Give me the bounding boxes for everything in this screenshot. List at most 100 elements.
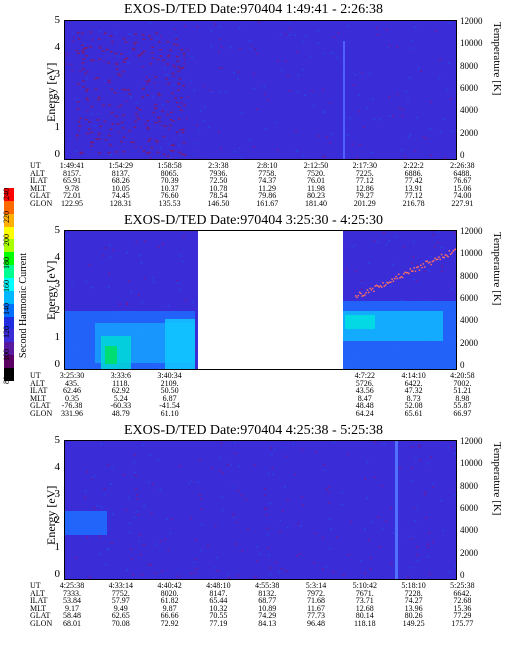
table-cell: 9.49 xyxy=(113,603,128,613)
table-cell: 11.67 xyxy=(307,603,325,613)
table-cell: 61.10 xyxy=(160,409,179,418)
y-axis-label-right: Temperature [K] xyxy=(491,232,503,306)
table-cell: -76.38 xyxy=(61,401,83,411)
table-cell: 64.24 xyxy=(355,409,374,418)
y2-tick-label: 4000 xyxy=(460,105,478,116)
colorbar-tick-label: 180 xyxy=(2,257,11,269)
table-cell: 47.32 xyxy=(404,386,423,396)
colorbar-tick-label: 100 xyxy=(2,349,11,361)
table-cell: 7671. xyxy=(355,588,374,598)
table-cell: 10.37 xyxy=(160,183,179,193)
row-label: GLAT xyxy=(30,611,51,621)
table-cell: -41.54 xyxy=(159,401,180,411)
orbit-table: UT 3:25:30 3:33:6 3:40:34 4:7:22 4:14:10 4:20:… xyxy=(30,372,500,422)
colorbar-segment xyxy=(4,200,14,214)
y-tick-label: 4 xyxy=(54,250,61,263)
table-cell: 8.98 xyxy=(455,393,470,403)
y2-tick-label: 8000 xyxy=(460,480,478,491)
table-cell: 61.82 xyxy=(160,596,179,606)
table-cell: 4:40:42 xyxy=(157,581,182,590)
panel-title: EXOS-D/TED Date:970404 1:49:41 - 2:26:38 xyxy=(124,2,383,17)
table-cell: 5:3:14 xyxy=(305,581,327,590)
y-tick-label: 0 xyxy=(54,568,61,580)
table-cell: 68.77 xyxy=(258,596,277,606)
table-cell: 74.00 xyxy=(453,191,472,201)
table-cell: 76.67 xyxy=(453,176,472,186)
y2-tick-label: 6000 xyxy=(460,293,478,303)
table-cell: 15.36 xyxy=(453,603,472,613)
row-label: UT xyxy=(30,371,41,380)
table-cell: 8157. xyxy=(63,168,81,178)
table-cell: 128.31 xyxy=(109,199,132,208)
colorbar-segment xyxy=(4,188,14,201)
table-cell: 2:22:2 xyxy=(403,161,424,170)
y2-tick-label: 12000 xyxy=(460,436,483,446)
table-cell: 77.29 xyxy=(453,611,472,621)
y-tick-label: 3 xyxy=(54,277,61,290)
table-cell: 68.26 xyxy=(111,176,130,186)
table-cell: 76.01 xyxy=(307,176,325,186)
table-cell: 11.29 xyxy=(258,183,277,193)
table-cell: 435. xyxy=(65,378,79,388)
table-cell: 6422. xyxy=(404,378,423,388)
table-cell: 65.44 xyxy=(209,596,228,606)
table-cell: 43.56 xyxy=(355,386,374,396)
table-cell: 4:55:38 xyxy=(254,581,280,590)
table-cell: 3:33:6 xyxy=(110,371,132,380)
row-label: GLAT xyxy=(30,191,51,201)
table-cell: 12.68 xyxy=(355,603,374,613)
table-cell: 2:3:38 xyxy=(208,161,229,170)
table-cell: 79.27 xyxy=(355,191,374,201)
y2-tick-label: 10000 xyxy=(460,38,483,49)
table-cell: 55.87 xyxy=(453,401,472,411)
table-cell: 2:12:50 xyxy=(303,161,329,170)
table-cell: 62.92 xyxy=(111,386,130,396)
table-cell: 66.66 xyxy=(160,611,179,621)
orbit-table: UT 4:25:38 4:33:14 4:40:42 4:48:10 4:55:38 5:3… xyxy=(30,582,500,642)
row-label: ALT xyxy=(30,588,45,598)
table-cell: 149.25 xyxy=(402,619,425,628)
table-cell: 77.12 xyxy=(355,176,374,186)
y2-tick-label: 4000 xyxy=(460,525,478,536)
colorbar-label: Second Harmonic Current xyxy=(18,253,29,358)
y-tick-label: 3 xyxy=(54,67,61,80)
row-label: ILAT xyxy=(30,176,48,186)
colorbar-segment xyxy=(4,342,14,356)
colorbar-segment xyxy=(4,226,14,240)
y2-tick-label: 10000 xyxy=(460,458,483,469)
y2-tick-label: 10000 xyxy=(460,248,483,259)
table-cell: 48.79 xyxy=(111,409,130,418)
y-tick-label: 1 xyxy=(54,121,61,134)
table-cell: 3:25:30 xyxy=(59,371,85,380)
table-cell: 84.13 xyxy=(258,619,277,628)
table-cell: 4:25:38 xyxy=(59,581,85,590)
table-cell: 216.78 xyxy=(402,199,425,208)
colorbar-segment xyxy=(4,252,14,266)
y2-tick-label: 8000 xyxy=(460,60,478,71)
table-cell: 68.01 xyxy=(63,619,81,628)
table-cell: 2109. xyxy=(160,378,179,388)
colorbar-tick-label: 220 xyxy=(2,211,11,223)
orbit-table: UT 1:49:41 1:54:29 1:58:58 2:3:38 2:8:10 2:12:… xyxy=(30,162,500,212)
table-cell: 80.23 xyxy=(307,191,325,201)
y2-tick-label: 8000 xyxy=(460,270,478,281)
table-cell: 7972. xyxy=(307,588,325,598)
table-cell: 58.48 xyxy=(63,611,81,621)
table-cell: 13.96 xyxy=(404,603,423,613)
table-cell: 96.48 xyxy=(307,619,325,628)
colorbar xyxy=(4,188,14,381)
table-cell: 161.67 xyxy=(256,199,279,208)
table-cell: 2:17:30 xyxy=(352,161,378,170)
table-cell: 7228. xyxy=(404,588,423,598)
table-cell: 7520. xyxy=(307,168,325,178)
table-cell: 7758. xyxy=(258,168,277,178)
table-cell: 2:26:38 xyxy=(450,161,475,170)
table-cell: 6886. xyxy=(404,168,423,178)
table-cell: 0.35 xyxy=(65,393,79,403)
table-cell: 52.08 xyxy=(404,401,423,411)
table-cell: 7002. xyxy=(453,378,472,388)
row-label: ALT xyxy=(30,168,45,178)
row-label: GLAT xyxy=(30,401,51,411)
table-cell: 4:7:22 xyxy=(354,371,376,380)
table-cell: 7333. xyxy=(63,588,81,598)
